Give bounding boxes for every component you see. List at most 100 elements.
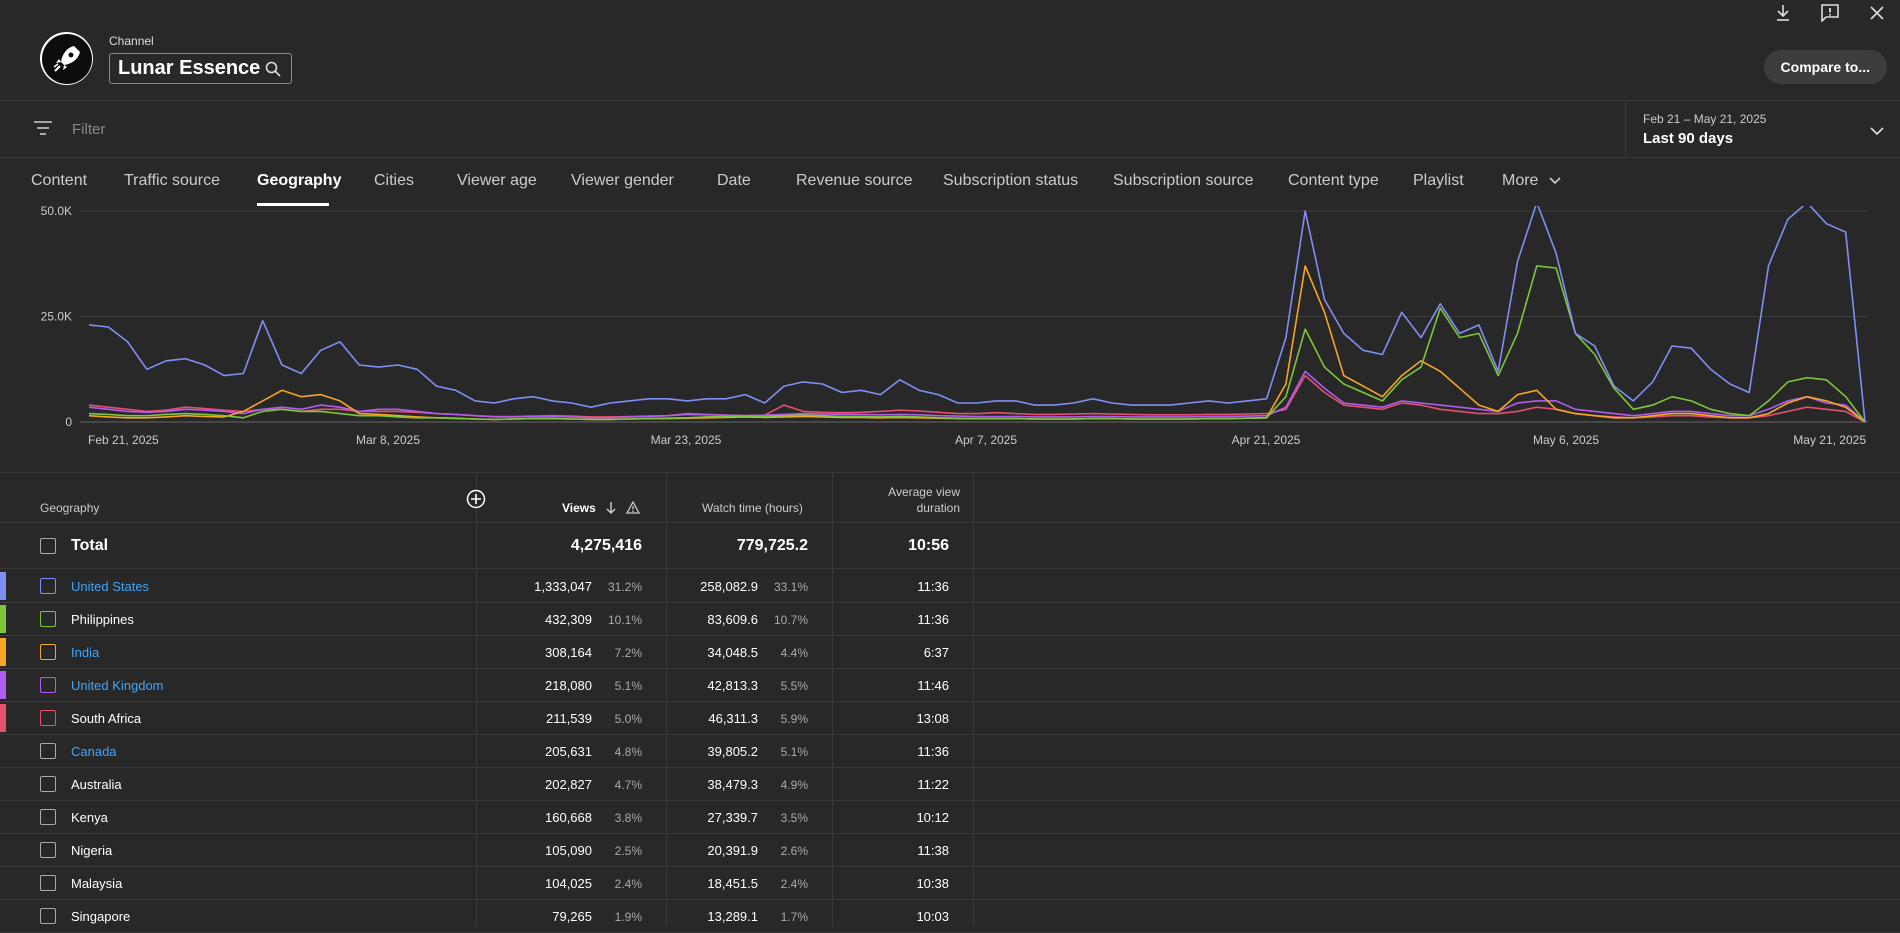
column-divider bbox=[832, 473, 833, 926]
analytics-header: Channel Lunar Essence Compare to... bbox=[0, 0, 1900, 101]
tab-viewer-gender[interactable]: Viewer gender bbox=[571, 172, 674, 189]
active-tab-indicator bbox=[257, 203, 329, 206]
filter-bar: Filter Feb 21 – May 21, 2025 Last 90 day… bbox=[0, 101, 1900, 158]
series-line bbox=[88, 370, 1866, 423]
tab-revenue-source[interactable]: Revenue source bbox=[796, 172, 913, 189]
rocket-icon bbox=[41, 33, 92, 84]
views-percent: 10.1% bbox=[607, 613, 642, 627]
header-avg-duration-line2[interactable]: duration bbox=[916, 501, 960, 515]
row-checkbox[interactable] bbox=[40, 776, 56, 792]
x-tick-label: Apr 7, 2025 bbox=[955, 433, 1017, 447]
views-value: 211,539 bbox=[545, 711, 592, 726]
avg-duration-value: 13:08 bbox=[916, 711, 949, 726]
date-range-label: Last 90 days bbox=[1643, 130, 1734, 147]
row-checkbox[interactable] bbox=[40, 578, 56, 594]
tab-subscription-source[interactable]: Subscription source bbox=[1113, 172, 1254, 189]
avg-duration-value: 11:36 bbox=[917, 612, 949, 627]
views-percent: 3.8% bbox=[614, 811, 642, 825]
watch-time-percent: 4.9% bbox=[780, 778, 808, 792]
filter-icon[interactable] bbox=[34, 121, 52, 140]
country-name: South Africa bbox=[71, 711, 142, 726]
tab-geography[interactable]: Geography bbox=[257, 172, 342, 189]
watch-time-value: 18,451.5 bbox=[707, 876, 758, 891]
row-checkbox[interactable] bbox=[40, 842, 56, 858]
add-column-icon[interactable] bbox=[466, 489, 486, 514]
row-checkbox[interactable] bbox=[40, 875, 56, 891]
watch-time-value: 258,082.9 bbox=[700, 579, 758, 594]
views-value: 104,025 bbox=[545, 876, 592, 891]
views-percent: 2.4% bbox=[614, 877, 642, 891]
table-row: Kenya 160,668 3.8% 27,339.7 3.5% 10:12 bbox=[0, 801, 1900, 834]
tab-playlist[interactable]: Playlist bbox=[1413, 172, 1464, 189]
series-line bbox=[88, 265, 1866, 423]
views-value: 308,164 bbox=[545, 645, 592, 660]
top-toolbar bbox=[1759, 2, 1900, 24]
series-line bbox=[88, 206, 1866, 423]
country-name[interactable]: India bbox=[71, 645, 100, 660]
tab-cities[interactable]: Cities bbox=[374, 172, 415, 189]
table-row: Nigeria 105,090 2.5% 20,391.9 2.6% 11:38 bbox=[0, 834, 1900, 867]
row-checkbox[interactable] bbox=[40, 710, 56, 726]
country-name[interactable]: United States bbox=[71, 579, 150, 594]
views-value: 105,090 bbox=[545, 843, 592, 858]
tab-viewer-age[interactable]: Viewer age bbox=[457, 172, 537, 189]
watch-time-percent: 33.1% bbox=[773, 580, 808, 594]
line-chart: 50.0K 25.0K 0 Feb 21, 2025 Mar 8, 2025 Mar 23… bbox=[0, 204, 1900, 456]
tab-content-type[interactable]: Content type bbox=[1288, 172, 1379, 189]
close-icon[interactable] bbox=[1853, 2, 1900, 24]
row-checkbox[interactable] bbox=[40, 611, 56, 627]
tab-date[interactable]: Date bbox=[717, 172, 751, 189]
table-row: India 308,164 7.2% 34,048.5 4.4% 6:37 bbox=[0, 636, 1900, 669]
views-percent: 1.9% bbox=[614, 910, 642, 924]
table-row: Philippines 432,309 10.1% 83,609.6 10.7%… bbox=[0, 603, 1900, 636]
channel-avatar[interactable] bbox=[40, 32, 93, 85]
search-icon[interactable] bbox=[265, 61, 281, 82]
compare-button[interactable]: Compare to... bbox=[1763, 50, 1887, 84]
x-tick-label: May 6, 2025 bbox=[1533, 433, 1599, 447]
header-avg-duration-line1[interactable]: Average view bbox=[888, 485, 960, 499]
table-row: United States 1,333,047 31.2% 258,082.9 … bbox=[0, 570, 1900, 603]
tab-traffic-source[interactable]: Traffic source bbox=[124, 172, 221, 189]
country-name[interactable]: Canada bbox=[71, 744, 117, 759]
country-name[interactable]: United Kingdom bbox=[71, 678, 164, 693]
row-checkbox[interactable] bbox=[40, 743, 56, 759]
watch-time-percent: 3.5% bbox=[780, 811, 808, 825]
row-checkbox[interactable] bbox=[40, 677, 56, 693]
sort-down-icon[interactable] bbox=[605, 501, 617, 520]
views-value: 79,265 bbox=[552, 909, 592, 924]
tab-more[interactable]: More bbox=[1502, 172, 1561, 190]
watch-time-percent: 2.4% bbox=[780, 877, 808, 891]
tab-content[interactable]: Content bbox=[31, 172, 88, 189]
avg-duration-value: 11:38 bbox=[917, 843, 949, 858]
tab-subscription-status[interactable]: Subscription status bbox=[943, 172, 1079, 189]
series-color-bar bbox=[0, 572, 6, 600]
channel-selector[interactable]: Lunar Essence bbox=[109, 53, 292, 84]
date-range-selector[interactable]: Feb 21 – May 21, 2025 Last 90 days bbox=[1625, 101, 1900, 158]
avg-duration-value: 11:36 bbox=[917, 579, 949, 594]
watch-time-value: 42,813.3 bbox=[707, 678, 758, 693]
x-tick-label: Apr 21, 2025 bbox=[1232, 433, 1301, 447]
download-icon[interactable] bbox=[1759, 2, 1806, 24]
header-watch-time[interactable]: Watch time (hours) bbox=[702, 501, 803, 515]
avg-duration-value: 10:03 bbox=[916, 909, 949, 924]
series-line bbox=[88, 265, 1866, 423]
country-name: Australia bbox=[71, 777, 122, 792]
feedback-icon[interactable] bbox=[1806, 2, 1853, 24]
row-checkbox[interactable] bbox=[40, 908, 56, 924]
column-divider bbox=[973, 473, 974, 926]
views-value: 218,080 bbox=[545, 678, 592, 693]
filter-input[interactable]: Filter bbox=[72, 121, 106, 138]
total-checkbox[interactable] bbox=[40, 538, 56, 554]
table-row: Canada 205,631 4.8% 39,805.2 5.1% 11:36 bbox=[0, 735, 1900, 768]
row-checkbox[interactable] bbox=[40, 644, 56, 660]
avg-duration-value: 11:22 bbox=[917, 777, 949, 792]
avg-duration-value: 10:38 bbox=[916, 876, 949, 891]
header-views[interactable]: Views bbox=[562, 501, 596, 515]
views-value: 432,309 bbox=[545, 612, 592, 627]
x-tick-label: Mar 23, 2025 bbox=[651, 433, 722, 447]
row-checkbox[interactable] bbox=[40, 809, 56, 825]
warning-icon[interactable] bbox=[625, 500, 641, 519]
series-color-bar bbox=[0, 704, 6, 732]
views-percent: 4.8% bbox=[614, 745, 642, 759]
views-value: 202,827 bbox=[545, 777, 592, 792]
